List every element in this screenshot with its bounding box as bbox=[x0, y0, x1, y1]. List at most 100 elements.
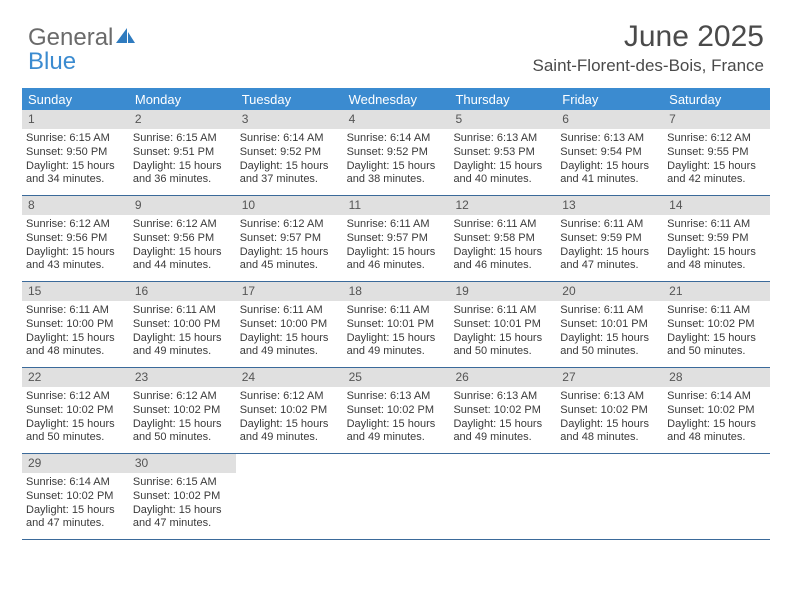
day-number: 14 bbox=[663, 196, 770, 215]
day-d2: and 49 minutes. bbox=[453, 431, 552, 445]
day-ss: Sunset: 10:02 PM bbox=[26, 490, 125, 504]
day-body: Sunrise: 6:14 AMSunset: 10:02 PMDaylight… bbox=[663, 387, 770, 453]
day-d2: and 48 minutes. bbox=[26, 345, 125, 359]
day-ss: Sunset: 9:57 PM bbox=[347, 232, 446, 246]
day-number: 28 bbox=[663, 368, 770, 387]
day-d2: and 47 minutes. bbox=[26, 517, 125, 531]
day-cell: 29Sunrise: 6:14 AMSunset: 10:02 PMDaylig… bbox=[22, 454, 129, 539]
day-d2: and 40 minutes. bbox=[453, 173, 552, 187]
day-d1: Daylight: 15 hours bbox=[133, 160, 232, 174]
day-d2: and 48 minutes. bbox=[560, 431, 659, 445]
day-body: Sunrise: 6:11 AMSunset: 9:57 PMDaylight:… bbox=[343, 215, 450, 281]
day-ss: Sunset: 10:02 PM bbox=[560, 404, 659, 418]
day-sr: Sunrise: 6:14 AM bbox=[240, 132, 339, 146]
day-sr: Sunrise: 6:11 AM bbox=[133, 304, 232, 318]
empty-day-cell bbox=[556, 454, 663, 539]
day-d2: and 45 minutes. bbox=[240, 259, 339, 273]
weekday-header: Thursday bbox=[449, 88, 556, 110]
day-cell: 4Sunrise: 6:14 AMSunset: 9:52 PMDaylight… bbox=[343, 110, 450, 195]
day-number: 19 bbox=[449, 282, 556, 301]
day-ss: Sunset: 10:01 PM bbox=[453, 318, 552, 332]
empty-day-cell bbox=[236, 454, 343, 539]
week-row: 29Sunrise: 6:14 AMSunset: 10:02 PMDaylig… bbox=[22, 454, 770, 540]
day-ss: Sunset: 9:57 PM bbox=[240, 232, 339, 246]
day-sr: Sunrise: 6:13 AM bbox=[560, 132, 659, 146]
day-sr: Sunrise: 6:12 AM bbox=[240, 218, 339, 232]
day-ss: Sunset: 10:02 PM bbox=[133, 404, 232, 418]
day-d1: Daylight: 15 hours bbox=[347, 246, 446, 260]
day-ss: Sunset: 9:59 PM bbox=[560, 232, 659, 246]
day-d1: Daylight: 15 hours bbox=[453, 160, 552, 174]
day-ss: Sunset: 9:55 PM bbox=[667, 146, 766, 160]
day-d1: Daylight: 15 hours bbox=[347, 332, 446, 346]
day-cell: 3Sunrise: 6:14 AMSunset: 9:52 PMDaylight… bbox=[236, 110, 343, 195]
logo-part2: Blue bbox=[28, 48, 76, 75]
day-sr: Sunrise: 6:12 AM bbox=[240, 390, 339, 404]
day-d2: and 50 minutes. bbox=[667, 345, 766, 359]
day-body: Sunrise: 6:12 AMSunset: 10:02 PMDaylight… bbox=[129, 387, 236, 453]
day-sr: Sunrise: 6:12 AM bbox=[133, 218, 232, 232]
day-body: Sunrise: 6:12 AMSunset: 9:56 PMDaylight:… bbox=[22, 215, 129, 281]
day-body: Sunrise: 6:12 AMSunset: 9:57 PMDaylight:… bbox=[236, 215, 343, 281]
day-body: Sunrise: 6:12 AMSunset: 9:56 PMDaylight:… bbox=[129, 215, 236, 281]
day-number: 24 bbox=[236, 368, 343, 387]
day-ss: Sunset: 9:52 PM bbox=[347, 146, 446, 160]
day-number: 4 bbox=[343, 110, 450, 129]
weekday-header: Friday bbox=[556, 88, 663, 110]
day-number: 2 bbox=[129, 110, 236, 129]
day-body: Sunrise: 6:11 AMSunset: 10:01 PMDaylight… bbox=[343, 301, 450, 367]
day-number: 9 bbox=[129, 196, 236, 215]
day-ss: Sunset: 9:58 PM bbox=[453, 232, 552, 246]
day-d2: and 50 minutes. bbox=[133, 431, 232, 445]
day-d2: and 48 minutes. bbox=[667, 431, 766, 445]
day-body: Sunrise: 6:15 AMSunset: 9:51 PMDaylight:… bbox=[129, 129, 236, 195]
day-cell: 7Sunrise: 6:12 AMSunset: 9:55 PMDaylight… bbox=[663, 110, 770, 195]
week-row: 8Sunrise: 6:12 AMSunset: 9:56 PMDaylight… bbox=[22, 196, 770, 282]
day-cell: 11Sunrise: 6:11 AMSunset: 9:57 PMDayligh… bbox=[343, 196, 450, 281]
day-cell: 13Sunrise: 6:11 AMSunset: 9:59 PMDayligh… bbox=[556, 196, 663, 281]
week-row: 15Sunrise: 6:11 AMSunset: 10:00 PMDaylig… bbox=[22, 282, 770, 368]
day-body: Sunrise: 6:13 AMSunset: 9:53 PMDaylight:… bbox=[449, 129, 556, 195]
day-cell: 24Sunrise: 6:12 AMSunset: 10:02 PMDaylig… bbox=[236, 368, 343, 453]
day-ss: Sunset: 10:00 PM bbox=[133, 318, 232, 332]
day-cell: 18Sunrise: 6:11 AMSunset: 10:01 PMDaylig… bbox=[343, 282, 450, 367]
day-body: Sunrise: 6:14 AMSunset: 9:52 PMDaylight:… bbox=[343, 129, 450, 195]
day-d2: and 43 minutes. bbox=[26, 259, 125, 273]
day-d2: and 37 minutes. bbox=[240, 173, 339, 187]
day-ss: Sunset: 10:02 PM bbox=[667, 404, 766, 418]
day-number: 3 bbox=[236, 110, 343, 129]
day-cell: 23Sunrise: 6:12 AMSunset: 10:02 PMDaylig… bbox=[129, 368, 236, 453]
day-sr: Sunrise: 6:13 AM bbox=[347, 390, 446, 404]
day-d1: Daylight: 15 hours bbox=[133, 504, 232, 518]
day-d1: Daylight: 15 hours bbox=[240, 160, 339, 174]
weekday-header: Wednesday bbox=[343, 88, 450, 110]
day-ss: Sunset: 9:52 PM bbox=[240, 146, 339, 160]
day-cell: 1Sunrise: 6:15 AMSunset: 9:50 PMDaylight… bbox=[22, 110, 129, 195]
day-cell: 9Sunrise: 6:12 AMSunset: 9:56 PMDaylight… bbox=[129, 196, 236, 281]
empty-day-cell bbox=[663, 454, 770, 539]
day-number: 25 bbox=[343, 368, 450, 387]
day-body: Sunrise: 6:11 AMSunset: 9:58 PMDaylight:… bbox=[449, 215, 556, 281]
day-number: 13 bbox=[556, 196, 663, 215]
day-body: Sunrise: 6:14 AMSunset: 9:52 PMDaylight:… bbox=[236, 129, 343, 195]
day-d1: Daylight: 15 hours bbox=[347, 160, 446, 174]
day-body: Sunrise: 6:12 AMSunset: 10:02 PMDaylight… bbox=[22, 387, 129, 453]
day-body: Sunrise: 6:13 AMSunset: 10:02 PMDaylight… bbox=[449, 387, 556, 453]
day-number: 8 bbox=[22, 196, 129, 215]
day-body: Sunrise: 6:11 AMSunset: 9:59 PMDaylight:… bbox=[556, 215, 663, 281]
day-d1: Daylight: 15 hours bbox=[26, 504, 125, 518]
logo-text: GeneralBlue bbox=[28, 26, 137, 74]
day-cell: 15Sunrise: 6:11 AMSunset: 10:00 PMDaylig… bbox=[22, 282, 129, 367]
day-sr: Sunrise: 6:11 AM bbox=[560, 304, 659, 318]
day-ss: Sunset: 10:02 PM bbox=[347, 404, 446, 418]
week-row: 22Sunrise: 6:12 AMSunset: 10:02 PMDaylig… bbox=[22, 368, 770, 454]
day-body: Sunrise: 6:11 AMSunset: 10:00 PMDaylight… bbox=[129, 301, 236, 367]
day-sr: Sunrise: 6:15 AM bbox=[133, 476, 232, 490]
day-d1: Daylight: 15 hours bbox=[453, 418, 552, 432]
day-sr: Sunrise: 6:11 AM bbox=[26, 304, 125, 318]
day-ss: Sunset: 10:01 PM bbox=[560, 318, 659, 332]
day-cell: 19Sunrise: 6:11 AMSunset: 10:01 PMDaylig… bbox=[449, 282, 556, 367]
day-d2: and 41 minutes. bbox=[560, 173, 659, 187]
day-body: Sunrise: 6:11 AMSunset: 10:01 PMDaylight… bbox=[556, 301, 663, 367]
day-sr: Sunrise: 6:14 AM bbox=[667, 390, 766, 404]
